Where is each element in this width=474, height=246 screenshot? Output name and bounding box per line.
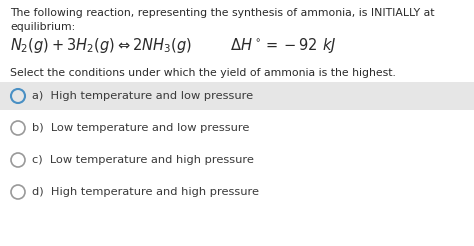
Text: b)  Low temperature and low pressure: b) Low temperature and low pressure bbox=[32, 123, 249, 133]
Text: d)  High temperature and high pressure: d) High temperature and high pressure bbox=[32, 187, 259, 197]
Text: c)  Low temperature and high pressure: c) Low temperature and high pressure bbox=[32, 155, 254, 165]
Text: $\Delta H^\circ = -92\ kJ$: $\Delta H^\circ = -92\ kJ$ bbox=[230, 36, 337, 55]
Text: $N_2(g) + 3H_2(g) \Leftrightarrow 2NH_3(g)$: $N_2(g) + 3H_2(g) \Leftrightarrow 2NH_3(… bbox=[10, 36, 192, 55]
Text: equilibrium:: equilibrium: bbox=[10, 22, 75, 32]
Text: Select the conditions under which the yield of ammonia is the highest.: Select the conditions under which the yi… bbox=[10, 68, 396, 78]
Text: a)  High temperature and low pressure: a) High temperature and low pressure bbox=[32, 91, 253, 101]
Bar bbox=[0, 82, 474, 110]
Text: The following reaction, representing the synthesis of ammonia, is INITIALLY at: The following reaction, representing the… bbox=[10, 8, 435, 18]
